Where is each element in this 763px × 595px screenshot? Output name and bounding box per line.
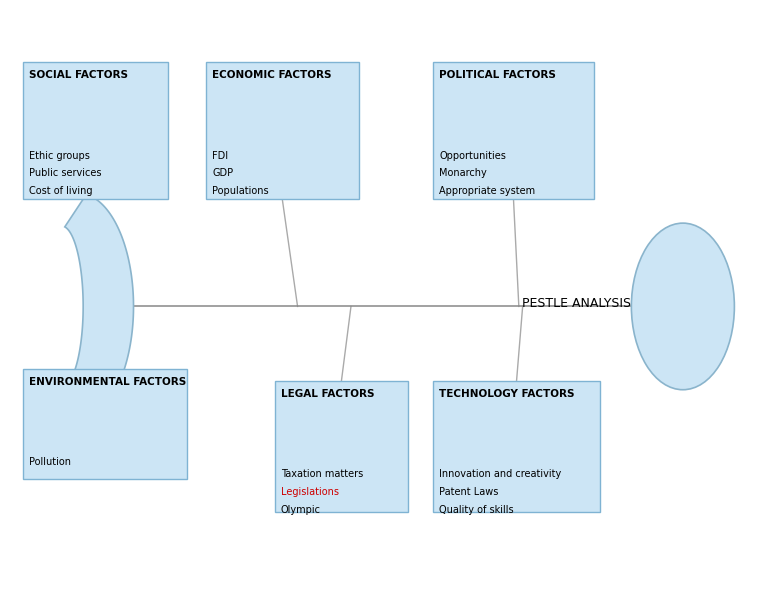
- FancyBboxPatch shape: [23, 369, 187, 479]
- Text: FDI: FDI: [212, 151, 228, 161]
- Text: Quality of skills: Quality of skills: [439, 505, 513, 515]
- Text: TECHNOLOGY FACTORS: TECHNOLOGY FACTORS: [439, 389, 575, 399]
- Text: POLITICAL FACTORS: POLITICAL FACTORS: [439, 70, 556, 80]
- Polygon shape: [65, 195, 134, 418]
- Text: Opportunities: Opportunities: [439, 151, 507, 161]
- Text: Populations: Populations: [212, 186, 269, 196]
- FancyBboxPatch shape: [275, 381, 408, 512]
- Text: Pollution: Pollution: [29, 457, 71, 467]
- Text: Taxation matters: Taxation matters: [281, 469, 363, 479]
- Text: ENVIRONMENTAL FACTORS: ENVIRONMENTAL FACTORS: [29, 377, 186, 387]
- Text: ECONOMIC FACTORS: ECONOMIC FACTORS: [212, 70, 332, 80]
- Text: Cost of living: Cost of living: [29, 186, 92, 196]
- FancyBboxPatch shape: [206, 62, 359, 199]
- Text: Ethic groups: Ethic groups: [29, 151, 90, 161]
- Text: PESTLE ANALYSIS: PESTLE ANALYSIS: [522, 297, 630, 310]
- Text: Patent Laws: Patent Laws: [439, 487, 498, 497]
- FancyBboxPatch shape: [23, 62, 168, 199]
- Ellipse shape: [631, 223, 734, 390]
- FancyBboxPatch shape: [433, 381, 600, 512]
- Text: SOCIAL FACTORS: SOCIAL FACTORS: [29, 70, 128, 80]
- Text: Olympic: Olympic: [281, 505, 320, 515]
- FancyBboxPatch shape: [433, 62, 594, 199]
- Text: GDP: GDP: [212, 168, 233, 178]
- Text: Public services: Public services: [29, 168, 101, 178]
- Text: Legislations: Legislations: [281, 487, 339, 497]
- Text: LEGAL FACTORS: LEGAL FACTORS: [281, 389, 375, 399]
- Text: Appropriate system: Appropriate system: [439, 186, 536, 196]
- Text: Monarchy: Monarchy: [439, 168, 488, 178]
- Text: Innovation and creativity: Innovation and creativity: [439, 469, 561, 479]
